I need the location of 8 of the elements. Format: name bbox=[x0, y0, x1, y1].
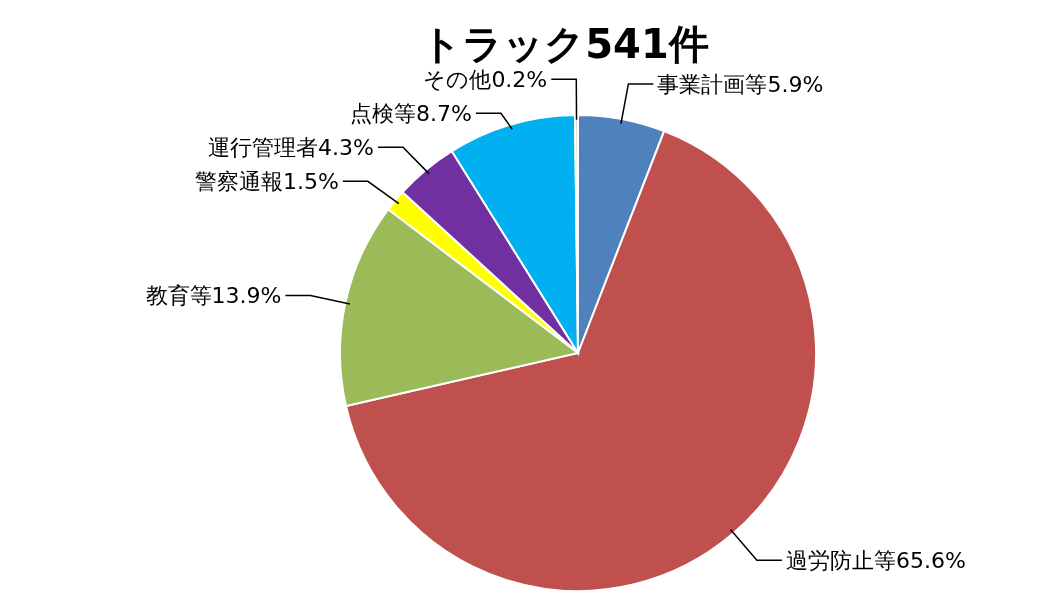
chart-title: トラック541件 bbox=[421, 21, 709, 67]
slice-label: 警察通報1.5% bbox=[194, 169, 339, 195]
slice-label: 過労防止等65.6% bbox=[785, 548, 966, 574]
slice-label: 事業計画等5.9% bbox=[657, 71, 824, 97]
slice-label: 教育等13.9% bbox=[145, 283, 282, 309]
slice-label: 運行管理者4.3% bbox=[208, 135, 375, 161]
slice-label: 点検等8.7% bbox=[349, 101, 472, 127]
slice-label: その他0.2% bbox=[423, 67, 548, 93]
